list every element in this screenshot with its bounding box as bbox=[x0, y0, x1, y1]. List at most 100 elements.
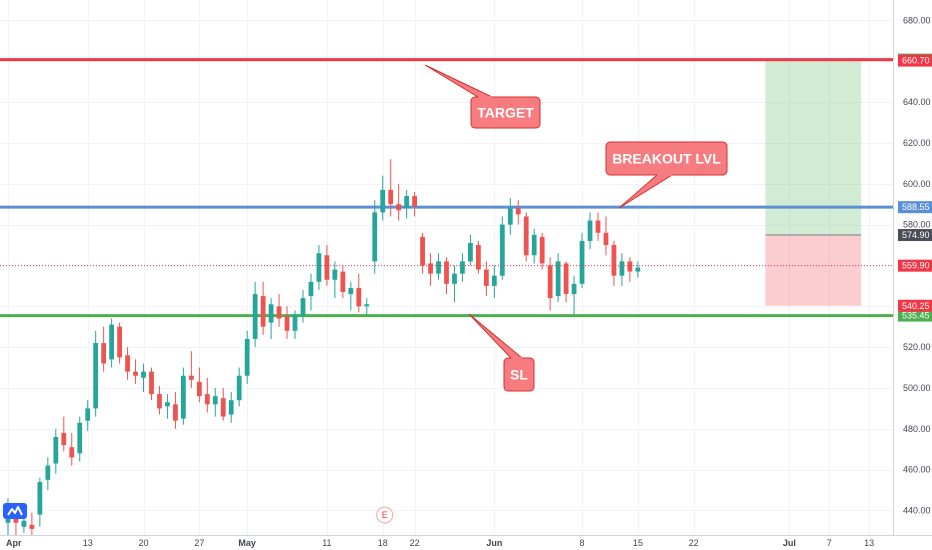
time-tick-label: 22 bbox=[410, 538, 420, 548]
time-tick-label: 8 bbox=[580, 538, 585, 548]
current-price-badge-label: 559.90 bbox=[902, 261, 930, 271]
price-tick-label: 520.00 bbox=[903, 342, 931, 352]
candle-body bbox=[523, 216, 529, 256]
price-tick-label: 500.00 bbox=[903, 383, 931, 393]
candle-body bbox=[635, 267, 641, 272]
candle-body bbox=[13, 518, 19, 523]
breakout-callout[interactable]: BREAKOUT LVL bbox=[605, 141, 728, 209]
position-target-badge bbox=[898, 54, 932, 67]
time-tick-label: 7 bbox=[827, 538, 832, 548]
candle-body bbox=[268, 304, 274, 323]
time-tick-label: 20 bbox=[139, 538, 149, 548]
candle-body bbox=[388, 189, 394, 205]
candle-body bbox=[236, 375, 242, 401]
position-target-badge-label: 660.70 bbox=[902, 56, 930, 66]
candle-body bbox=[101, 343, 107, 364]
position-entry-badge bbox=[898, 229, 932, 242]
logo-mark bbox=[7, 506, 23, 516]
candle-body bbox=[444, 261, 449, 284]
time-axis[interactable]: Apr 13 20 27 May 11 18 22 Jun 8 15 22 Jul 7 13 bbox=[6, 538, 874, 548]
callouts[interactable]: TARGET BREAKOUT LVL SL bbox=[424, 64, 728, 392]
candle-body bbox=[173, 404, 178, 421]
candle-body bbox=[428, 263, 433, 274]
candle-body bbox=[180, 375, 186, 419]
price-tick-label: 580.00 bbox=[903, 220, 931, 230]
candle-body bbox=[404, 196, 410, 209]
candle-body bbox=[396, 204, 402, 211]
candle-body bbox=[483, 269, 489, 286]
tradingview-logo[interactable] bbox=[3, 503, 27, 519]
candle-body bbox=[284, 316, 290, 331]
candle-body bbox=[340, 271, 346, 293]
candle-body bbox=[165, 402, 170, 407]
candle-body bbox=[412, 196, 417, 207]
candle-body bbox=[85, 408, 91, 421]
candle-body bbox=[555, 261, 561, 297]
candle-body bbox=[563, 263, 569, 295]
candle-body bbox=[141, 371, 146, 378]
time-tick-label: 15 bbox=[633, 538, 643, 548]
time-tick-label: 13 bbox=[83, 538, 93, 548]
candle-body bbox=[220, 398, 226, 417]
time-tick-label: Apr bbox=[6, 538, 22, 548]
candle-body bbox=[372, 212, 378, 262]
position-entry-badge-label: 574.90 bbox=[902, 230, 930, 240]
target-callout[interactable]: TARGET bbox=[424, 64, 541, 129]
candle-body bbox=[308, 281, 314, 297]
candle-body bbox=[420, 236, 425, 266]
grid bbox=[0, 0, 893, 535]
profit-zone[interactable] bbox=[765, 59, 862, 236]
candle-body bbox=[53, 436, 59, 464]
current-price-badge bbox=[898, 259, 932, 272]
candle-body bbox=[579, 240, 585, 284]
candle-body bbox=[276, 306, 282, 319]
candle-body bbox=[603, 232, 609, 246]
time-tick-label: 11 bbox=[322, 538, 331, 548]
candle-body bbox=[21, 520, 27, 527]
candle-body bbox=[332, 269, 338, 280]
candle-body bbox=[531, 234, 537, 256]
candle-body bbox=[515, 208, 521, 215]
callout-pointer bbox=[468, 313, 524, 359]
candle-body bbox=[460, 261, 465, 274]
event-marker[interactable]: E bbox=[376, 506, 394, 524]
time-tick-label: Jun bbox=[486, 538, 502, 548]
candle-body bbox=[380, 189, 386, 213]
candle-body bbox=[587, 220, 593, 241]
candle-body bbox=[125, 355, 130, 372]
sl-callout[interactable]: SL bbox=[468, 313, 535, 392]
candle-body bbox=[37, 481, 43, 515]
callout-box bbox=[470, 96, 541, 129]
candle-body bbox=[348, 287, 354, 295]
candle-body bbox=[93, 343, 99, 409]
candle-body bbox=[571, 283, 577, 295]
price-tick-label: 600.00 bbox=[903, 179, 931, 189]
earnings-icon bbox=[376, 506, 394, 524]
breakout-badge-label: 588.55 bbox=[902, 202, 930, 212]
time-tick-label: 22 bbox=[689, 538, 699, 548]
candle-body bbox=[627, 261, 633, 272]
horizontal-lines bbox=[0, 58, 893, 318]
candle-body bbox=[499, 224, 505, 276]
candle-body bbox=[619, 261, 625, 276]
candle-body bbox=[228, 400, 234, 415]
callout-pointer bbox=[424, 64, 493, 98]
candle-body bbox=[547, 265, 553, 299]
candle-body bbox=[611, 245, 617, 276]
loss-zone[interactable] bbox=[765, 235, 862, 306]
candle-body bbox=[109, 324, 115, 360]
candle-body bbox=[356, 287, 362, 307]
candle-body bbox=[45, 465, 51, 480]
position-stop-badge bbox=[898, 299, 932, 312]
time-tick-label: 27 bbox=[194, 538, 204, 548]
candle-body bbox=[539, 236, 545, 264]
candle-body bbox=[595, 220, 601, 233]
candle-body bbox=[324, 255, 330, 280]
price-tick-label: 640.00 bbox=[903, 97, 931, 107]
candle-body bbox=[212, 396, 218, 405]
candle-body bbox=[29, 524, 35, 529]
candle-body bbox=[452, 273, 457, 284]
candle-body bbox=[69, 447, 75, 458]
candle-body bbox=[196, 381, 202, 397]
